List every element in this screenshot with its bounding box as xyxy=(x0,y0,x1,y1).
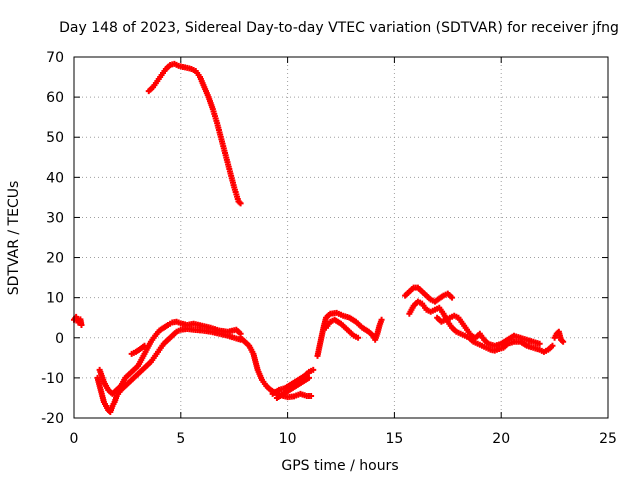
series-arc-7 xyxy=(269,366,317,397)
x-tick-label: 0 xyxy=(70,431,79,447)
data-point xyxy=(308,392,315,399)
series-arc-9 xyxy=(314,309,385,359)
series-arc-2 xyxy=(94,325,244,415)
x-tick-label: 10 xyxy=(279,431,297,447)
y-tick-label: -10 xyxy=(41,371,64,387)
series-arc-10 xyxy=(323,316,362,341)
x-axis-label: GPS time / hours xyxy=(281,458,398,474)
series-arc-5 xyxy=(145,60,244,207)
y-tick-label: 50 xyxy=(46,130,64,146)
series-arc-3 xyxy=(96,318,244,397)
axis-ticks xyxy=(73,56,609,419)
data-point xyxy=(78,321,85,328)
series-arc-4 xyxy=(128,342,148,357)
data-point xyxy=(536,340,543,347)
data-point xyxy=(378,316,385,323)
data-point xyxy=(237,200,244,207)
axis-tick-labels: 0 5 10 15 20 25 -20 -10 0 10 20 30 40 50 60 70 xyxy=(41,50,617,447)
y-tick-label: -20 xyxy=(41,411,64,427)
series-arc-8 xyxy=(273,374,312,401)
y-tick-label: 40 xyxy=(46,170,64,186)
data-point xyxy=(549,342,556,349)
y-tick-label: 60 xyxy=(46,90,64,106)
data-point xyxy=(560,338,567,345)
y-tick-label: 0 xyxy=(55,331,64,347)
data-point xyxy=(449,294,456,301)
series-arc-11 xyxy=(402,284,456,305)
y-tick-label: 30 xyxy=(46,210,64,226)
x-tick-label: 20 xyxy=(492,431,510,447)
x-tick-label: 25 xyxy=(599,431,617,447)
data-point xyxy=(305,374,312,381)
y-axis-label: SDTVAR / TECUs xyxy=(6,181,22,296)
y-tick-label: 20 xyxy=(46,251,64,267)
data-point xyxy=(310,366,317,373)
series-arc-13 xyxy=(434,312,543,349)
x-tick-label: 15 xyxy=(385,431,403,447)
x-tick-label: 5 xyxy=(176,431,185,447)
chart-title: Day 148 of 2023, Sidereal Day-to-day VTE… xyxy=(59,20,619,36)
data-points xyxy=(71,60,567,415)
series-arc-14 xyxy=(551,328,567,345)
y-tick-label: 10 xyxy=(46,291,64,307)
plot-border xyxy=(73,56,609,419)
y-tick-label: 70 xyxy=(46,50,64,66)
data-point xyxy=(355,334,362,341)
data-point xyxy=(141,342,148,349)
